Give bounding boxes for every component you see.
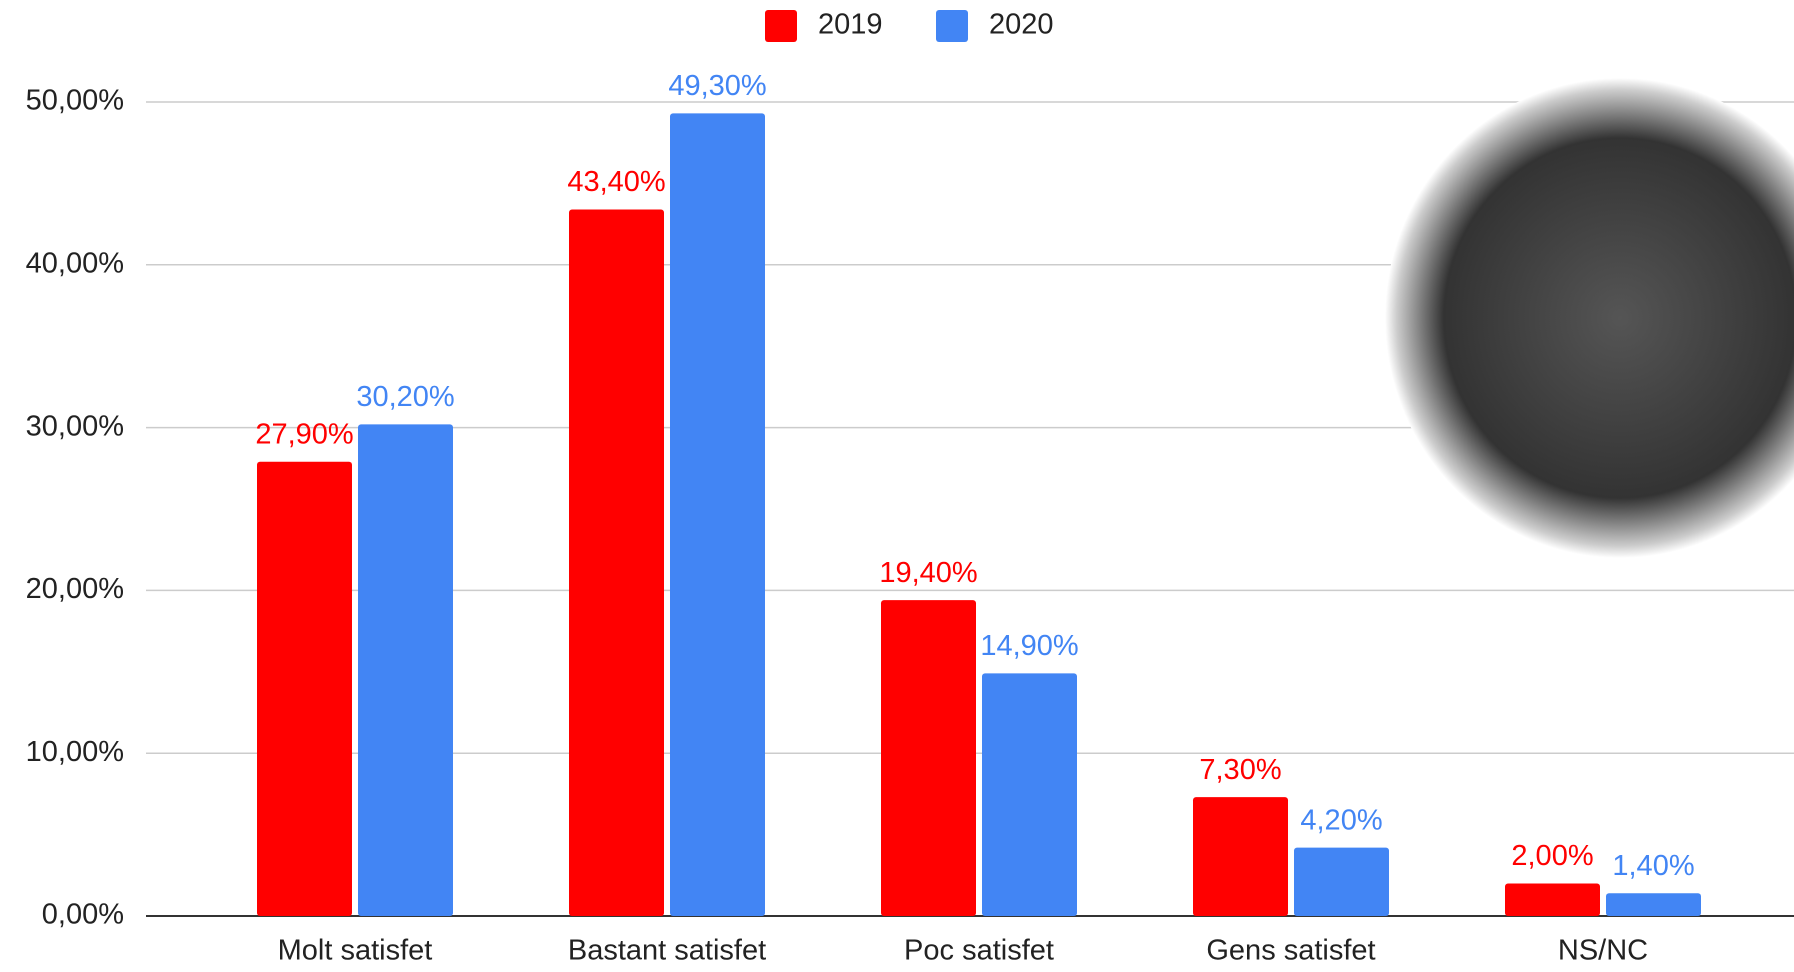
y-tick-label: 40,00% bbox=[26, 247, 124, 279]
bar bbox=[670, 113, 765, 916]
bar bbox=[881, 600, 976, 916]
value-label: 1,40% bbox=[1612, 850, 1694, 882]
value-label: 4,20% bbox=[1300, 804, 1382, 836]
bar bbox=[1294, 847, 1389, 916]
value-label: 30,20% bbox=[356, 381, 454, 413]
value-label: 14,90% bbox=[980, 630, 1078, 662]
y-tick-label: 50,00% bbox=[26, 85, 124, 117]
x-tick-label: Molt satisfet bbox=[278, 935, 433, 967]
value-label: 19,40% bbox=[879, 557, 977, 589]
value-label: 27,90% bbox=[255, 418, 353, 450]
x-tick-label: Poc satisfet bbox=[904, 935, 1054, 967]
x-tick-label: NS/NC bbox=[1558, 935, 1648, 967]
legend-swatch bbox=[936, 10, 968, 42]
x-tick-label: Gens satisfet bbox=[1206, 935, 1375, 967]
value-label: 7,30% bbox=[1199, 754, 1281, 786]
bar bbox=[569, 209, 664, 916]
value-label: 2,00% bbox=[1511, 840, 1593, 872]
value-label: 43,40% bbox=[567, 166, 665, 198]
y-tick-label: 30,00% bbox=[26, 410, 124, 442]
legend-label: 2019 bbox=[818, 9, 883, 41]
value-label: 49,30% bbox=[668, 70, 766, 102]
bar bbox=[257, 461, 352, 916]
photo bbox=[1385, 78, 1794, 558]
y-tick-label: 0,00% bbox=[42, 899, 124, 931]
bar bbox=[1505, 883, 1600, 916]
bar bbox=[982, 673, 1077, 916]
y-tick-label: 10,00% bbox=[26, 736, 124, 768]
x-tick-label: Bastant satisfet bbox=[568, 935, 766, 967]
legend-label: 2020 bbox=[989, 9, 1054, 41]
y-tick-label: 20,00% bbox=[26, 573, 124, 605]
legend-swatch bbox=[765, 10, 797, 42]
bar bbox=[358, 424, 453, 916]
bar bbox=[1193, 797, 1288, 916]
bar bbox=[1606, 893, 1701, 916]
